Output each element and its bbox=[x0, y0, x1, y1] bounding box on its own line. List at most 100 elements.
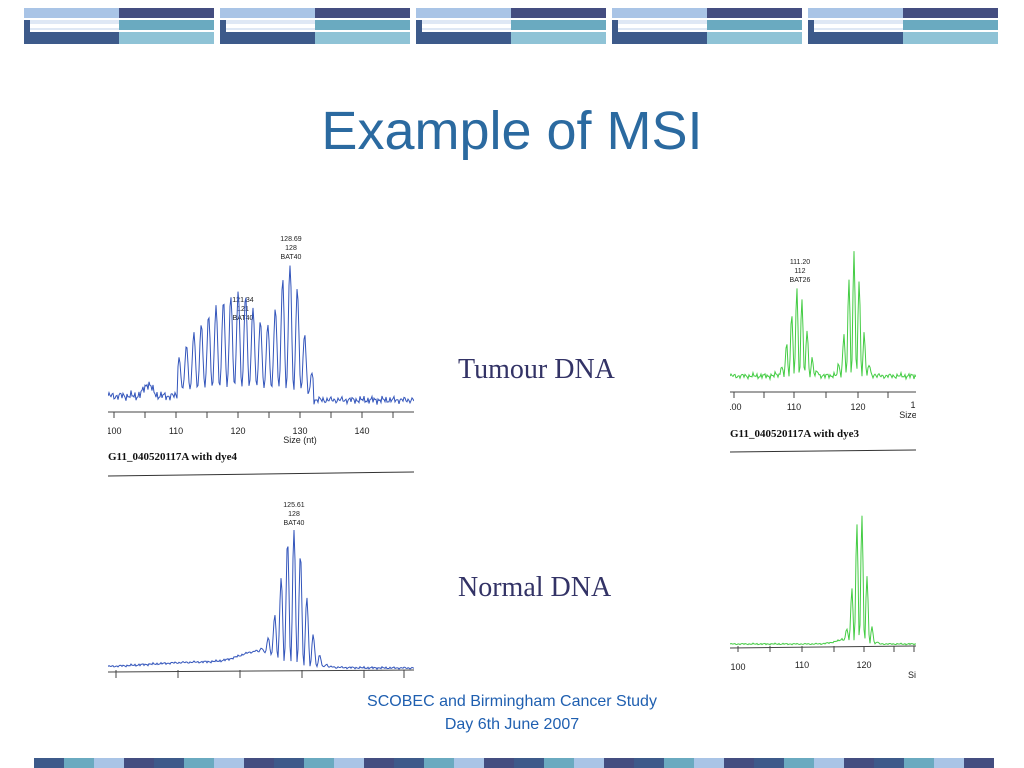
band-block bbox=[184, 758, 214, 768]
band-block bbox=[364, 758, 394, 768]
peak-label-marker: BAT40 bbox=[284, 520, 305, 527]
band-block bbox=[707, 8, 802, 18]
tumour-dna-label: Tumour DNA bbox=[458, 354, 615, 385]
band-block bbox=[334, 758, 364, 768]
band-block bbox=[154, 758, 184, 768]
tick-label: 110 bbox=[787, 402, 801, 412]
tumour-dye3-electropherogram: 111.20 112 BAT26 100 110 120 1 Size G11_… bbox=[730, 240, 916, 454]
band-block bbox=[808, 32, 903, 44]
x-axis-ticks bbox=[113, 412, 394, 418]
band-block bbox=[30, 24, 119, 28]
band-block bbox=[220, 8, 315, 18]
trace-caption: G11_040520117A with dye3 bbox=[730, 428, 859, 440]
band-block bbox=[119, 32, 214, 44]
band-block bbox=[903, 32, 998, 44]
x-axis bbox=[108, 669, 414, 673]
footer-date: Day 6th June 2007 bbox=[444, 716, 580, 733]
band-block bbox=[754, 758, 784, 768]
divider bbox=[730, 449, 916, 453]
band-block bbox=[34, 758, 64, 768]
tick-label: 100 bbox=[108, 426, 122, 436]
tick-label: 100 bbox=[730, 662, 745, 672]
peak-label-allele: 121 bbox=[237, 306, 249, 313]
x-axis-ticks bbox=[737, 646, 915, 652]
dye3-trace bbox=[730, 515, 916, 646]
footer-study-name: SCOBEC and Birmingham Cancer Study bbox=[367, 693, 657, 710]
tick-label: 120 bbox=[850, 402, 865, 412]
band-block bbox=[416, 8, 511, 18]
band-block bbox=[422, 24, 511, 28]
divider bbox=[108, 471, 414, 477]
axis-unit-label: Size (nt) bbox=[283, 435, 317, 445]
peak-label-allele: 128 bbox=[288, 511, 300, 518]
band-block bbox=[904, 758, 934, 768]
tick-label: 1 bbox=[910, 400, 915, 410]
axis-unit-label: Si bbox=[908, 670, 916, 680]
normal-dna-label: Normal DNA bbox=[458, 572, 612, 603]
band-block bbox=[220, 32, 315, 44]
x-axis-ticks bbox=[115, 670, 405, 678]
dye4-trace bbox=[108, 529, 414, 671]
band-block bbox=[784, 758, 814, 768]
band-block bbox=[315, 8, 410, 18]
band-block bbox=[511, 8, 606, 18]
trace-caption: G11_040520117A with dye4 bbox=[108, 451, 237, 463]
band-block bbox=[814, 24, 903, 28]
band-block bbox=[274, 758, 304, 768]
band-block bbox=[612, 32, 707, 44]
dye3-trace bbox=[730, 251, 916, 382]
bottom-decorative-band bbox=[34, 758, 994, 768]
dye4-trace bbox=[108, 265, 414, 406]
peak-label-size: 121.34 bbox=[232, 297, 254, 304]
peak-label-allele: 128 bbox=[285, 245, 297, 252]
band-block bbox=[544, 758, 574, 768]
band-block bbox=[574, 758, 604, 768]
tick-label: 110 bbox=[169, 426, 183, 436]
peak-label-marker: BAT40 bbox=[233, 315, 254, 322]
band-block bbox=[124, 758, 154, 768]
tick-label: 140 bbox=[354, 426, 369, 436]
band-block bbox=[119, 20, 214, 30]
x-axis-ticks bbox=[733, 392, 889, 398]
band-block bbox=[808, 8, 903, 18]
band-block bbox=[244, 758, 274, 768]
normal-dye3-electropherogram: 100 110 120 Si bbox=[730, 500, 916, 682]
peak-label-size: 128.69 bbox=[280, 236, 302, 243]
band-block bbox=[226, 24, 315, 28]
band-block bbox=[707, 32, 802, 44]
band-block bbox=[484, 758, 514, 768]
tick-label: 120 bbox=[856, 660, 871, 670]
band-block bbox=[903, 20, 998, 30]
x-axis bbox=[730, 645, 916, 649]
tick-label: 120 bbox=[230, 426, 245, 436]
band-block bbox=[24, 8, 119, 18]
band-block bbox=[618, 24, 707, 28]
band-block bbox=[707, 20, 802, 30]
axis-unit-label: Size bbox=[899, 410, 916, 420]
band-block bbox=[514, 758, 544, 768]
band-block bbox=[64, 758, 94, 768]
peak-label-marker: BAT26 bbox=[790, 277, 811, 284]
band-block bbox=[903, 8, 998, 18]
top-decorative-band bbox=[24, 8, 998, 44]
normal-dye4-electropherogram: 125.61 128 BAT40 bbox=[108, 498, 414, 684]
band-block bbox=[454, 758, 484, 768]
band-block bbox=[424, 758, 454, 768]
band-block bbox=[874, 758, 904, 768]
band-block bbox=[24, 32, 119, 44]
band-block bbox=[612, 8, 707, 18]
band-block bbox=[634, 758, 664, 768]
band-block bbox=[511, 32, 606, 44]
band-block bbox=[934, 758, 964, 768]
band-block bbox=[119, 8, 214, 18]
slide-title: Example of MSI bbox=[321, 101, 703, 161]
tick-label: 100 bbox=[730, 402, 742, 412]
peak-label-allele: 112 bbox=[794, 268, 805, 275]
tick-label: 130 bbox=[292, 426, 307, 436]
peak-label-size: 125.61 bbox=[283, 502, 305, 509]
peak-label-marker: BAT40 bbox=[281, 254, 302, 261]
band-block bbox=[416, 32, 511, 44]
band-block bbox=[94, 758, 124, 768]
tumour-dye4-electropherogram: 128.69 128 BAT40 121.34 121 BAT40 100 11… bbox=[108, 232, 414, 480]
band-block bbox=[724, 758, 754, 768]
